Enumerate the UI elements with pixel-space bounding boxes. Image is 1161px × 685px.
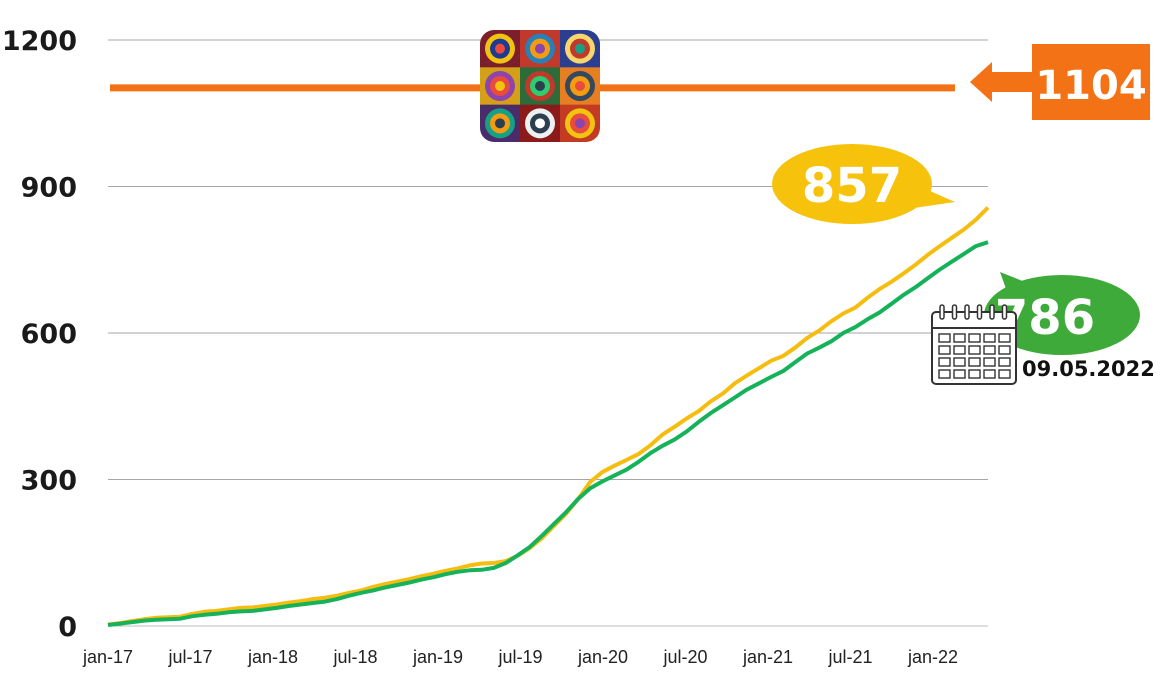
green-bubble-shape [984,275,1140,355]
x-tick-label: jan-21 [742,647,793,667]
logo-ring [495,43,505,54]
target-arrow-icon [970,62,1034,102]
date-label: 09.05.2022 [1022,357,1155,381]
calendar-cell [968,369,981,379]
x-tick-label: jul-20 [662,647,707,667]
x-tick-label: jan-18 [247,647,298,667]
x-tick-label: jan-17 [82,647,133,667]
x-tick-label: jul-17 [167,647,212,667]
y-tick-label: 1200 [2,26,77,57]
calendar-cell [938,345,951,355]
calendar-cell [983,357,996,367]
calendar-cell [983,369,996,379]
calendar-cell [968,357,981,367]
calendar-icon [931,304,1017,385]
calendar-cell [983,345,996,355]
yellow-bubble: 857 [772,144,955,224]
calendar-cell [953,369,966,379]
calendar-cell [938,357,951,367]
logo-ring [575,80,585,91]
calendar-cell [968,333,981,343]
x-tick-label: jul-19 [497,647,542,667]
x-tick-label: jul-21 [827,647,872,667]
logo-ring [535,118,545,129]
calendar-ring [951,304,958,320]
calendar-ring [964,304,970,320]
y-tick-label: 0 [58,612,77,643]
calendar-cell [998,333,1011,343]
calendar-ring [1001,304,1008,320]
calendar-cell [968,345,981,355]
series-line-yellow [107,206,990,627]
calendar-frame [931,311,1017,385]
calendar-ring [989,304,995,320]
x-tick-label: jan-19 [412,647,463,667]
logo-ring [495,118,505,129]
x-tick-label: jul-18 [332,647,377,667]
calendar-ring [976,304,983,320]
calendar-ring [939,304,945,320]
x-axis-ticks: jan-17 jul-17 jan-18 jul-18 jan-19 jul-19 jan-… [82,647,958,667]
calendar-cell [938,369,951,379]
logo-ring [575,43,585,54]
calendar-cell [953,345,966,355]
logo-ring [575,118,585,129]
calendar-cell [983,333,996,343]
y-tick-label: 600 [21,319,77,350]
x-tick-label: jan-22 [907,647,958,667]
calendar-cell [938,333,951,343]
yellow-bubble-shape [772,144,932,224]
logo-ring [535,80,545,91]
x-tick-label: jan-20 [577,647,628,667]
y-tick-label: 300 [21,466,77,497]
y-axis-ticks: 0 300 600 900 1200 [2,26,77,643]
calendar-cell [998,369,1011,379]
logo-ring [535,43,545,54]
calendar-cell [998,357,1011,367]
target-badge [1032,44,1150,120]
target-value-label: 1104 [1035,63,1146,109]
calendar-cell [998,345,1011,355]
kandinsky-squares-logo [480,30,600,142]
y-tick-label: 900 [21,173,77,204]
calendar-cell [953,333,966,343]
series-line-green [107,240,989,627]
yellow-final-value: 857 [802,158,902,214]
calendar-cell [953,357,966,367]
logo-ring [495,80,505,91]
